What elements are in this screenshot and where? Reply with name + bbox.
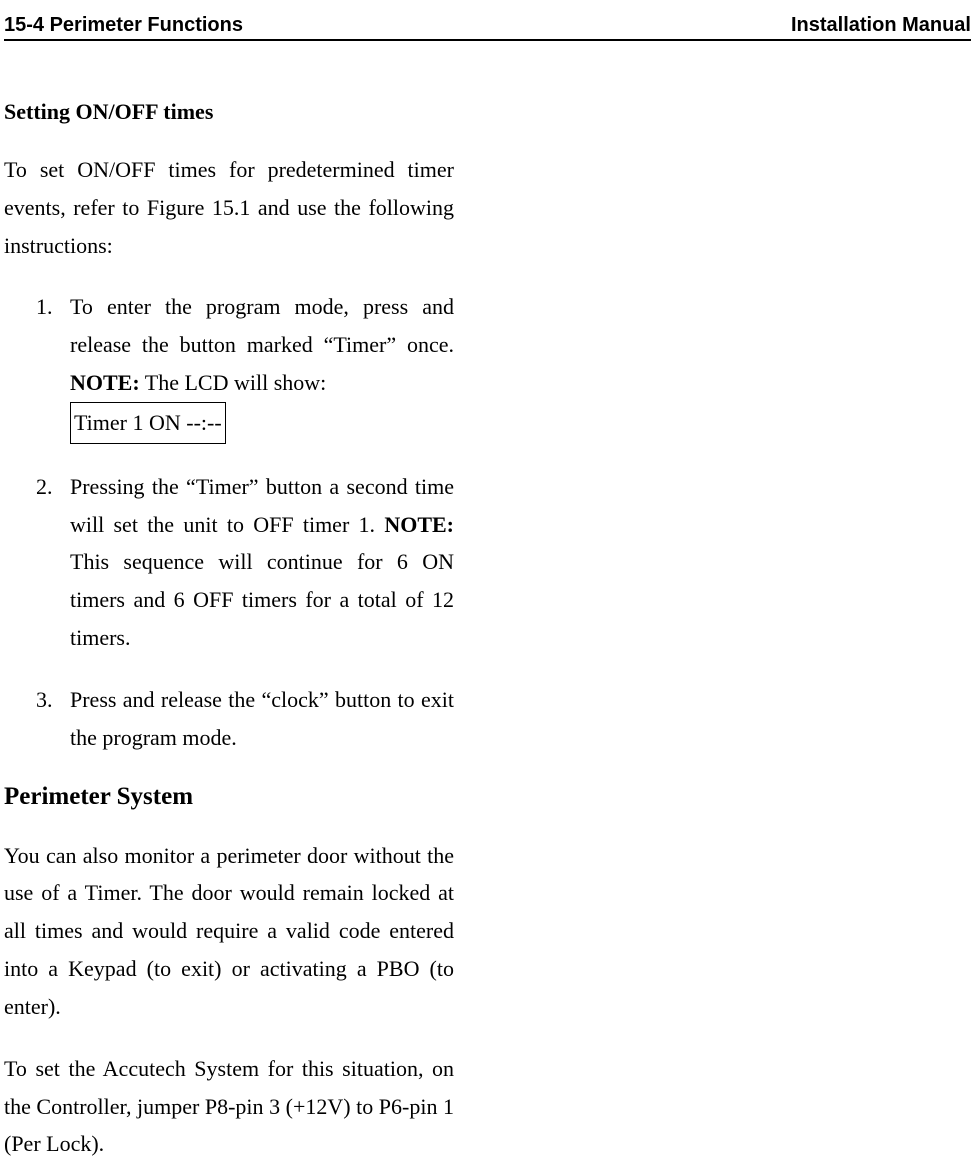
lcd-display-box: Timer 1 ON --:-- [70, 402, 226, 444]
list-text: To enter the program mode, press and rel… [70, 294, 454, 357]
list-text: Press and release the “clock” button to … [70, 687, 454, 750]
section-title-perimeter: Perimeter System [4, 783, 454, 811]
perimeter-para-2: To set the Accutech System for this situ… [4, 1050, 454, 1163]
note-label: NOTE: [384, 512, 454, 537]
header-right: Installation Manual [791, 14, 971, 37]
instruction-list: 1. To enter the program mode, press and … [4, 288, 454, 756]
page-header: 15-4 Perimeter Functions Installation Ma… [4, 14, 971, 41]
list-item: 3. Press and release the “clock” button … [36, 681, 454, 757]
main-content: Setting ON/OFF times To set ON/OFF times… [4, 99, 454, 1163]
list-number: 2. [36, 468, 53, 506]
list-number: 3. [36, 681, 53, 719]
intro-paragraph: To set ON/OFF times for predetermined ti… [4, 151, 454, 264]
perimeter-para-1: You can also monitor a perimeter door wi… [4, 837, 454, 1026]
note-text: The LCD will show: [140, 370, 327, 395]
list-item: 1. To enter the program mode, press and … [36, 288, 454, 443]
list-item: 2. Pressing the “Timer” button a second … [36, 468, 454, 657]
header-left: 15-4 Perimeter Functions [4, 14, 243, 37]
section-title-setting: Setting ON/OFF times [4, 99, 454, 125]
note-text: This sequence will continue for 6 ON tim… [70, 549, 454, 650]
note-label: NOTE: [70, 370, 140, 395]
list-number: 1. [36, 288, 53, 326]
